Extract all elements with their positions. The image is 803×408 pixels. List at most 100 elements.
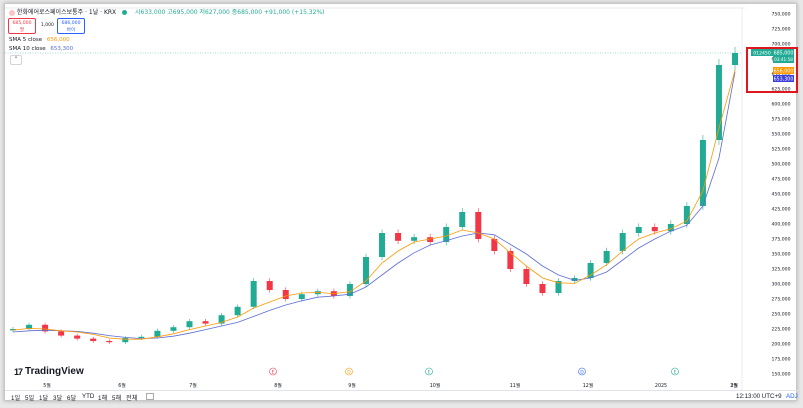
candle-body	[683, 206, 690, 224]
timeframe-1y[interactable]: 1해	[98, 395, 108, 402]
sma5-tag-text: 656,000	[774, 69, 794, 75]
event-marker[interactable]	[269, 367, 277, 376]
last-price-text: 685,000	[774, 51, 794, 57]
adj-toggle[interactable]: ADJ	[786, 393, 798, 400]
price-tick-label: 325,000	[772, 267, 791, 273]
buy-price: 686,000	[61, 21, 81, 26]
candle-body	[732, 53, 738, 65]
sma-lines	[12, 70, 736, 340]
sma10-label: SMA 10 close	[9, 46, 46, 52]
candle-body	[443, 227, 450, 242]
chevron-up-icon: ˄	[14, 56, 18, 64]
event-marker-label: E	[674, 369, 677, 375]
price-tick-label: 700,000	[772, 42, 791, 48]
candle-body	[362, 257, 369, 284]
candle-body	[651, 227, 658, 232]
clock-time[interactable]: 12:13:00 UTC+9	[736, 393, 782, 400]
price-tick-label: 525,000	[772, 147, 791, 153]
candle-body	[491, 239, 498, 251]
candle-body	[298, 294, 305, 299]
candle-body	[635, 227, 642, 233]
candle-body	[10, 329, 16, 331]
candle-body	[170, 327, 177, 331]
candle-body	[411, 237, 418, 241]
price-tick-label: 150,000	[772, 372, 791, 378]
timeframe-3m[interactable]: 3달	[53, 395, 63, 402]
candle-body	[475, 212, 482, 239]
candle-body	[539, 284, 546, 293]
price-tags-highlight	[746, 47, 798, 93]
candle-body	[282, 290, 289, 299]
symbol-tag-text: 012450	[753, 51, 771, 57]
timeframe-5y[interactable]: 5해	[112, 395, 122, 402]
candle-body	[138, 336, 145, 338]
timeframe-all[interactable]: 전체	[126, 395, 138, 402]
symbol-title[interactable]: 한화에어로스페이스보통주 · 1날 · KRX	[16, 9, 117, 16]
sell-button[interactable]: 685,000 팔	[8, 18, 36, 34]
time-tick-label: 9월	[348, 382, 355, 389]
event-marker[interactable]	[578, 367, 586, 376]
sell-price: 685,000	[12, 21, 32, 26]
price-tick-label: 500,000	[772, 162, 791, 168]
symbol-tag-bg	[751, 49, 773, 56]
time-tick-label: 2025	[655, 383, 667, 389]
price-tick-label: 550,000	[772, 132, 791, 138]
candle-body	[395, 233, 402, 241]
candle-body	[459, 212, 466, 227]
candle-body	[58, 331, 65, 336]
candle-body	[587, 263, 594, 278]
candle-body	[507, 251, 514, 269]
candle-body	[555, 281, 562, 293]
date-range-icon[interactable]	[146, 393, 154, 400]
candle-body	[667, 224, 674, 232]
price-tick-label: 625,000	[772, 87, 791, 93]
event-marker-label: E	[272, 369, 275, 375]
candle-body	[250, 281, 257, 307]
price-tick-label: 275,000	[772, 297, 791, 303]
bar-countdown-text: 03:41:58	[774, 57, 793, 62]
timeframe-1m[interactable]: 1달	[39, 395, 49, 402]
time-tick-label: 5월	[43, 382, 50, 389]
chart-window: 750,000725,000700,000675,000650,000625,0…	[4, 3, 798, 402]
timeframe-6m[interactable]: 6달	[67, 395, 77, 402]
timeframe-ytd[interactable]: YTD	[82, 393, 95, 400]
sma10-legend[interactable]: SMA 10 close 653,300	[9, 46, 73, 53]
sell-label: 팔	[19, 28, 25, 33]
sma5-tag: 656,000	[773, 67, 794, 75]
candle-body	[26, 324, 33, 329]
collapse-legend-button[interactable]: ˄	[10, 55, 22, 65]
ohlc-readout: 시633,000 고695,000 저627,000 종685,000 +91,…	[135, 9, 325, 16]
candle-body	[523, 269, 530, 284]
bottom-toolbar: 1일 5일 1달 3달 6달 YTD 1해 5해 전체 12:13:00 UTC…	[5, 390, 798, 402]
candle-body	[234, 306, 241, 316]
sma5-legend[interactable]: SMA 5 close 656,000	[9, 37, 70, 44]
time-tick-label: 3월	[730, 382, 737, 389]
sma10-tag-bg	[773, 75, 794, 82]
candle-body	[379, 233, 386, 257]
candle-body	[154, 330, 161, 337]
timeframe-1d[interactable]: 1일	[11, 395, 21, 402]
time-tick-label: 12월	[583, 382, 594, 389]
event-marker[interactable]	[671, 367, 679, 376]
time-tick-label: 10월	[430, 382, 441, 389]
candle-body	[90, 338, 97, 341]
price-chart[interactable]: 750,000725,000700,000675,000650,000625,0…	[5, 4, 798, 402]
price-tick-label: 350,000	[772, 252, 791, 258]
time-tick-label: 6월	[118, 382, 125, 389]
buy-label: 바이	[66, 28, 76, 33]
market-status-icon	[122, 10, 128, 15]
event-marker[interactable]	[425, 367, 433, 376]
event-marker-label: D	[347, 369, 351, 375]
sma5-label: SMA 5 close	[9, 37, 43, 43]
buy-button[interactable]: 686,000 바이	[57, 18, 85, 34]
timeframe-5d[interactable]: 5일	[25, 395, 35, 402]
candle-body	[266, 281, 273, 290]
price-tick-label: 575,000	[772, 117, 791, 123]
event-marker[interactable]	[345, 367, 353, 376]
candle-body	[603, 251, 610, 263]
price-tick-label: 400,000	[772, 222, 791, 228]
time-tick-label: 11월	[510, 382, 521, 389]
candle-body	[571, 278, 578, 281]
